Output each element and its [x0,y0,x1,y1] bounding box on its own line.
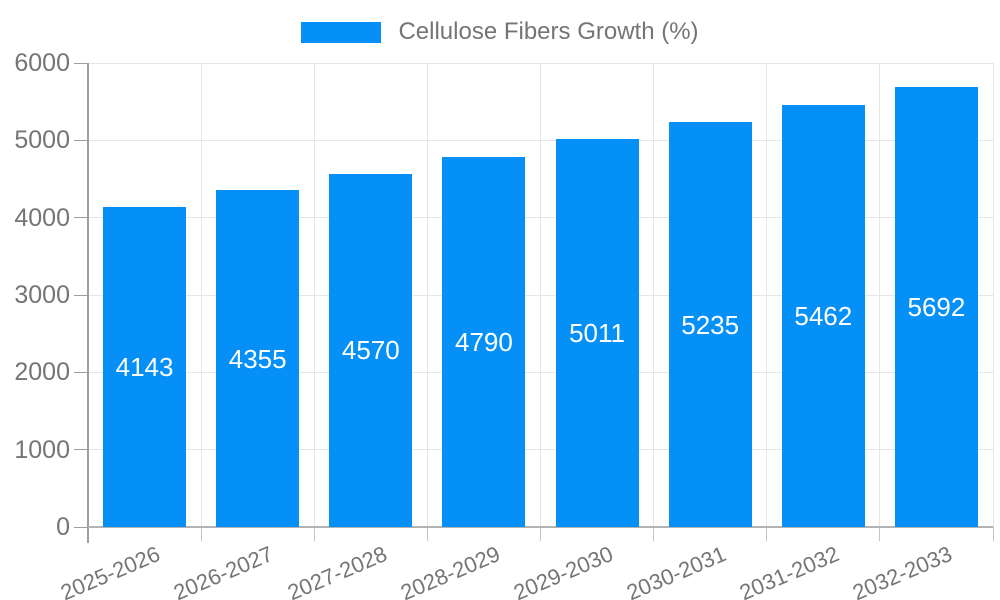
x-axis-tick [200,527,202,541]
bar-value-label: 5692 [907,291,966,322]
bar-value-label: 4790 [455,326,513,357]
x-axis-tick [540,527,541,541]
bar-value-label: 4143 [115,351,174,382]
x-axis-tick-label: 2027-2028 [283,541,391,600]
bar-value-label: 4570 [341,335,400,366]
x-axis-tick [879,527,881,541]
legend[interactable]: Cellulose Fibers Growth (%) [0,18,1000,46]
x-axis-tick-label: 2029-2030 [509,541,617,600]
bar-value-label: 5235 [681,309,740,340]
bar-value-label: 5462 [794,300,853,331]
y-axis-tick-label: 1000 [14,435,70,464]
x-axis-tick-label: 2028-2029 [396,541,504,600]
gridline-vertical [766,63,768,527]
bar-value-label: 5011 [569,318,626,349]
x-axis-line [88,526,993,528]
y-axis-tick [74,449,88,451]
bar-value-label: 4355 [228,343,287,374]
x-axis-tick-label: 2031-2032 [736,541,843,600]
x-axis-tick-label: 2025-2026 [57,541,164,600]
bar[interactable] [329,173,413,527]
x-axis-tick [426,527,428,541]
y-axis-tick-label: 2000 [14,358,70,387]
y-axis-tick-label: 4000 [14,203,70,232]
bar[interactable] [668,122,752,527]
legend-label: Cellulose Fibers Growth (%) [398,18,699,45]
x-axis-tick [653,527,655,541]
bar[interactable] [103,206,187,527]
gridline-vertical [200,63,202,527]
bar[interactable] [216,190,300,527]
bar[interactable] [781,104,865,527]
bar[interactable] [442,156,526,527]
gridline-vertical [313,63,315,527]
x-axis-tick [313,527,315,541]
y-axis-tick-label: 6000 [14,49,70,77]
y-axis-tick-label: 3000 [14,281,70,309]
gridline-vertical [879,63,881,527]
y-axis-tick [74,526,88,528]
x-axis-tick [766,527,768,541]
y-axis-tick-label: 5000 [14,126,70,155]
gridline-vertical [426,63,428,527]
y-axis-tick-label: 0 [56,513,70,541]
y-axis-line [87,63,89,543]
x-axis-tick-label: 2026-2027 [170,541,278,600]
gridline-vertical [653,63,655,527]
legend-swatch [301,21,382,43]
bar[interactable] [894,86,978,527]
y-axis-tick [74,294,88,296]
y-axis-tick [74,371,88,373]
x-axis-tick-label: 2032-2033 [849,541,956,600]
gridline-vertical [992,63,994,527]
x-axis-tick [992,527,994,541]
y-axis-tick [74,217,88,219]
gridline-vertical [540,63,541,527]
bar[interactable] [555,139,639,527]
y-axis-tick [74,139,88,141]
y-axis-tick [74,62,88,64]
x-axis-tick-label: 2030-2031 [622,541,730,600]
